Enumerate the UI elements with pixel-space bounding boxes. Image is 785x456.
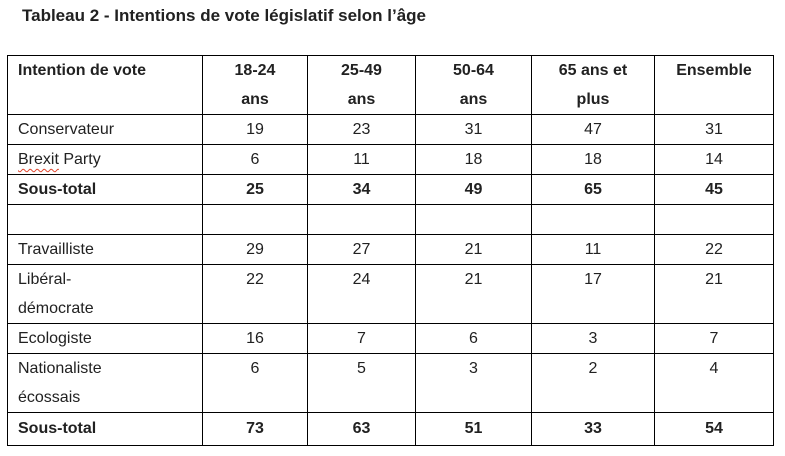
- row-label-cell: Brexit Party: [7, 144, 203, 175]
- value-cell: 22: [654, 234, 774, 265]
- table-row: Sous-total 25 34 49 65 45: [7, 174, 774, 205]
- value-cell: 29: [202, 234, 308, 265]
- value-cell: 33: [531, 412, 655, 446]
- value-cell: 21: [415, 234, 532, 265]
- value-cell: 31: [415, 114, 532, 145]
- value-cell: 18: [415, 144, 532, 175]
- value-cell: [654, 204, 774, 235]
- value-cell: 21: [654, 264, 774, 324]
- row-label-cell: Travailliste: [7, 234, 203, 265]
- value-cell: 23: [307, 114, 416, 145]
- table-row: Brexit Party 6 11 18 18 14: [7, 144, 774, 175]
- value-cell: 49: [415, 174, 532, 205]
- value-cell: 11: [531, 234, 655, 265]
- table-body: Conservateur 19 23 31 47 31 Brexit Party 6 11 18 1…: [7, 114, 774, 446]
- value-cell: 6: [202, 144, 308, 175]
- value-cell: [415, 204, 532, 235]
- row-label-cell: Nationaliste écossais: [7, 353, 203, 413]
- column-header-intention-de-vote: Intention de vote: [7, 55, 203, 115]
- page-title: Tableau 2 - Intentions de vote législati…: [22, 6, 426, 25]
- row-label-cell: Ecologiste: [7, 323, 203, 354]
- value-cell: 2: [531, 353, 655, 413]
- value-cell: 65: [531, 174, 655, 205]
- table-row: Nationaliste écossais 6 5 3 2 4: [7, 353, 774, 413]
- value-cell: 3: [415, 353, 532, 413]
- value-cell: 4: [654, 353, 774, 413]
- column-header-ensemble: Ensemble: [654, 55, 774, 115]
- spacer-row: [7, 204, 774, 235]
- table-row: Conservateur 19 23 31 47 31: [7, 114, 774, 145]
- row-label-cell: [7, 204, 203, 235]
- table-row: Libéral-démocrate 22 24 21 17 21: [7, 264, 774, 324]
- header-row: Intention de vote 18-24 ans 25-49 ans 50-64 an…: [7, 55, 774, 115]
- table-row: Ecologiste 16 7 6 3 7: [7, 323, 774, 354]
- value-cell: 5: [307, 353, 416, 413]
- value-cell: 6: [415, 323, 532, 354]
- value-cell: 73: [202, 412, 308, 446]
- table-row: Travailliste 29 27 21 11 22: [7, 234, 774, 265]
- value-cell: 25: [202, 174, 308, 205]
- value-cell: [202, 204, 308, 235]
- table-row: Sous-total 73 63 51 33 54: [7, 412, 774, 446]
- vote-intentions-table: Intention de vote 18-24 ans 25-49 ans 50-64 an…: [7, 55, 774, 446]
- row-label-cell: Sous-total: [7, 174, 203, 205]
- value-cell: 6: [202, 353, 308, 413]
- value-cell: 17: [531, 264, 655, 324]
- value-cell: 19: [202, 114, 308, 145]
- value-cell: 63: [307, 412, 416, 446]
- misspelled-word: Brexit: [18, 151, 59, 168]
- table-header: Intention de vote 18-24 ans 25-49 ans 50-64 an…: [7, 55, 774, 115]
- value-cell: 54: [654, 412, 774, 446]
- value-cell: 27: [307, 234, 416, 265]
- value-cell: 18: [531, 144, 655, 175]
- value-cell: 47: [531, 114, 655, 145]
- column-header-65-ans-et-plus: 65 ans et plus: [531, 55, 655, 115]
- value-cell: 31: [654, 114, 774, 145]
- value-cell: 51: [415, 412, 532, 446]
- value-cell: 21: [415, 264, 532, 324]
- column-header-50-64-ans: 50-64 ans: [415, 55, 532, 115]
- value-cell: [531, 204, 655, 235]
- column-header-25-49-ans: 25-49 ans: [307, 55, 416, 115]
- row-label-cell: Conservateur: [7, 114, 203, 145]
- value-cell: 34: [307, 174, 416, 205]
- value-cell: 7: [654, 323, 774, 354]
- value-cell: 11: [307, 144, 416, 175]
- value-cell: 7: [307, 323, 416, 354]
- value-cell: 16: [202, 323, 308, 354]
- row-label-cell: Sous-total: [7, 412, 203, 446]
- value-cell: 3: [531, 323, 655, 354]
- value-cell: 24: [307, 264, 416, 324]
- value-cell: 22: [202, 264, 308, 324]
- value-cell: [307, 204, 416, 235]
- row-label-cell: Libéral-démocrate: [7, 264, 203, 324]
- value-cell: 14: [654, 144, 774, 175]
- column-header-18-24-ans: 18-24 ans: [202, 55, 308, 115]
- value-cell: 45: [654, 174, 774, 205]
